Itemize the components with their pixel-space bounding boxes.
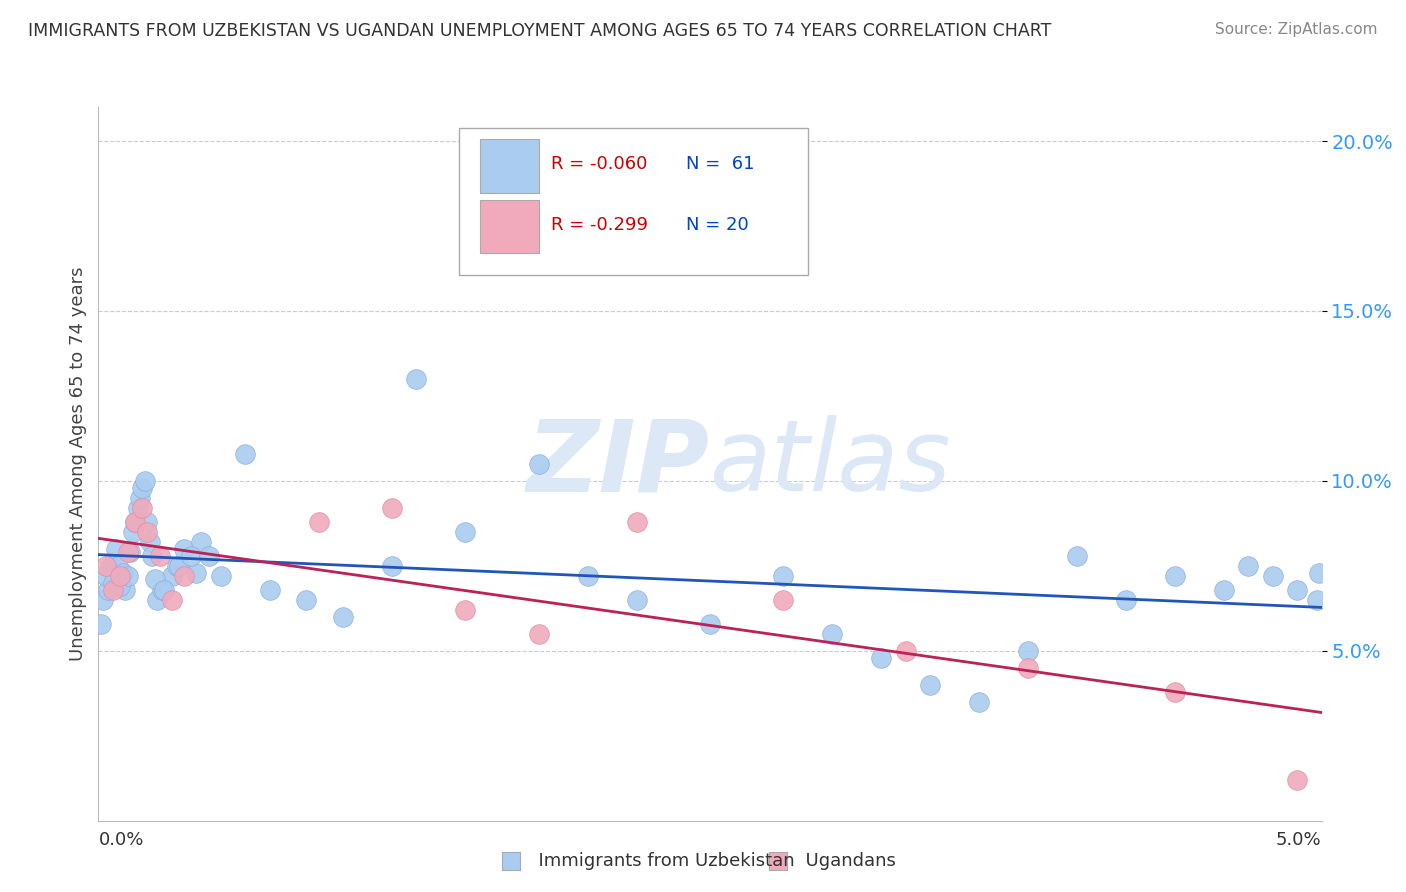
Point (136, 515, 159, 529)
Point (920, 678, 942, 692)
Point (1286, 772, 1309, 787)
Point (332, 609, 354, 624)
Point (141, 549, 163, 563)
Point (870, 650, 893, 665)
Point (197, 549, 219, 563)
Point (124, 515, 146, 529)
Point (381, 501, 404, 516)
Point (107, 558, 129, 573)
Point (772, 592, 794, 607)
Text: ZIP: ZIP (527, 416, 710, 512)
Point (1164, 684, 1187, 698)
Point (114, 582, 136, 597)
Point (94, 569, 117, 583)
Point (127, 501, 149, 516)
FancyBboxPatch shape (479, 200, 538, 253)
Point (308, 515, 330, 529)
Point (1308, 566, 1330, 580)
Text: 5.0%: 5.0% (1277, 831, 1322, 849)
Point (209, 569, 232, 583)
Point (146, 592, 169, 607)
Point (131, 501, 153, 516)
Point (117, 545, 139, 559)
Point (1017, 661, 1039, 675)
Point (167, 558, 190, 573)
Point (699, 616, 721, 631)
Text: R = -0.060: R = -0.060 (551, 155, 647, 173)
Point (1306, 592, 1329, 607)
Text: R = -0.299: R = -0.299 (551, 216, 648, 234)
FancyBboxPatch shape (479, 139, 538, 193)
Point (104, 541, 127, 556)
Point (405, 372, 427, 386)
Text: Ugandans: Ugandans (794, 852, 896, 870)
Point (295, 592, 318, 607)
Point (821, 626, 844, 640)
Point (110, 569, 132, 583)
Point (121, 524, 143, 539)
FancyBboxPatch shape (460, 128, 808, 275)
Text: 0.0%: 0.0% (98, 831, 143, 849)
Point (94, 558, 117, 573)
Point (1286, 582, 1309, 597)
Point (134, 474, 156, 488)
Point (894, 644, 917, 658)
Point (143, 573, 166, 587)
Point (129, 491, 152, 505)
Point (381, 558, 404, 573)
Point (166, 558, 188, 573)
Point (136, 524, 159, 539)
Text: N = 20: N = 20 (686, 216, 748, 234)
Point (124, 515, 146, 529)
Point (153, 582, 176, 597)
Point (91, 592, 114, 607)
Point (190, 535, 212, 549)
Point (454, 603, 477, 617)
Point (1066, 549, 1088, 563)
Point (1164, 569, 1187, 583)
Point (149, 549, 172, 563)
Y-axis label: Unemployment Among Ages 65 to 74 years: Unemployment Among Ages 65 to 74 years (69, 267, 87, 661)
Point (100, 558, 122, 573)
Point (626, 515, 648, 529)
Point (110, 579, 132, 593)
Point (117, 569, 139, 583)
Point (259, 582, 281, 597)
Point (1212, 582, 1234, 597)
Point (233, 447, 256, 461)
Point (626, 592, 648, 607)
Point (576, 569, 599, 583)
Point (97, 582, 120, 597)
Point (454, 524, 477, 539)
Point (186, 566, 208, 580)
Point (131, 481, 153, 495)
Point (180, 549, 202, 563)
Point (139, 535, 162, 549)
Point (1017, 644, 1039, 658)
Point (120, 545, 142, 559)
Point (1115, 592, 1137, 607)
Text: atlas: atlas (710, 416, 952, 512)
Point (173, 541, 195, 556)
Text: Source: ZipAtlas.com: Source: ZipAtlas.com (1215, 22, 1378, 37)
Point (160, 569, 183, 583)
Point (160, 592, 183, 607)
Point (967, 695, 990, 709)
Point (1237, 558, 1260, 573)
Point (772, 569, 794, 583)
Text: Immigrants from Uzbekistan: Immigrants from Uzbekistan (527, 852, 794, 870)
Text: N =  61: N = 61 (686, 155, 754, 173)
Point (173, 569, 195, 583)
Point (527, 457, 550, 471)
Point (1261, 569, 1284, 583)
Point (150, 582, 173, 597)
Point (527, 626, 550, 640)
Point (101, 575, 124, 590)
Text: IMMIGRANTS FROM UZBEKISTAN VS UGANDAN UNEMPLOYMENT AMONG AGES 65 TO 74 YEARS COR: IMMIGRANTS FROM UZBEKISTAN VS UGANDAN UN… (28, 22, 1052, 40)
Point (90, 616, 112, 631)
Point (111, 566, 134, 580)
Point (101, 582, 124, 597)
